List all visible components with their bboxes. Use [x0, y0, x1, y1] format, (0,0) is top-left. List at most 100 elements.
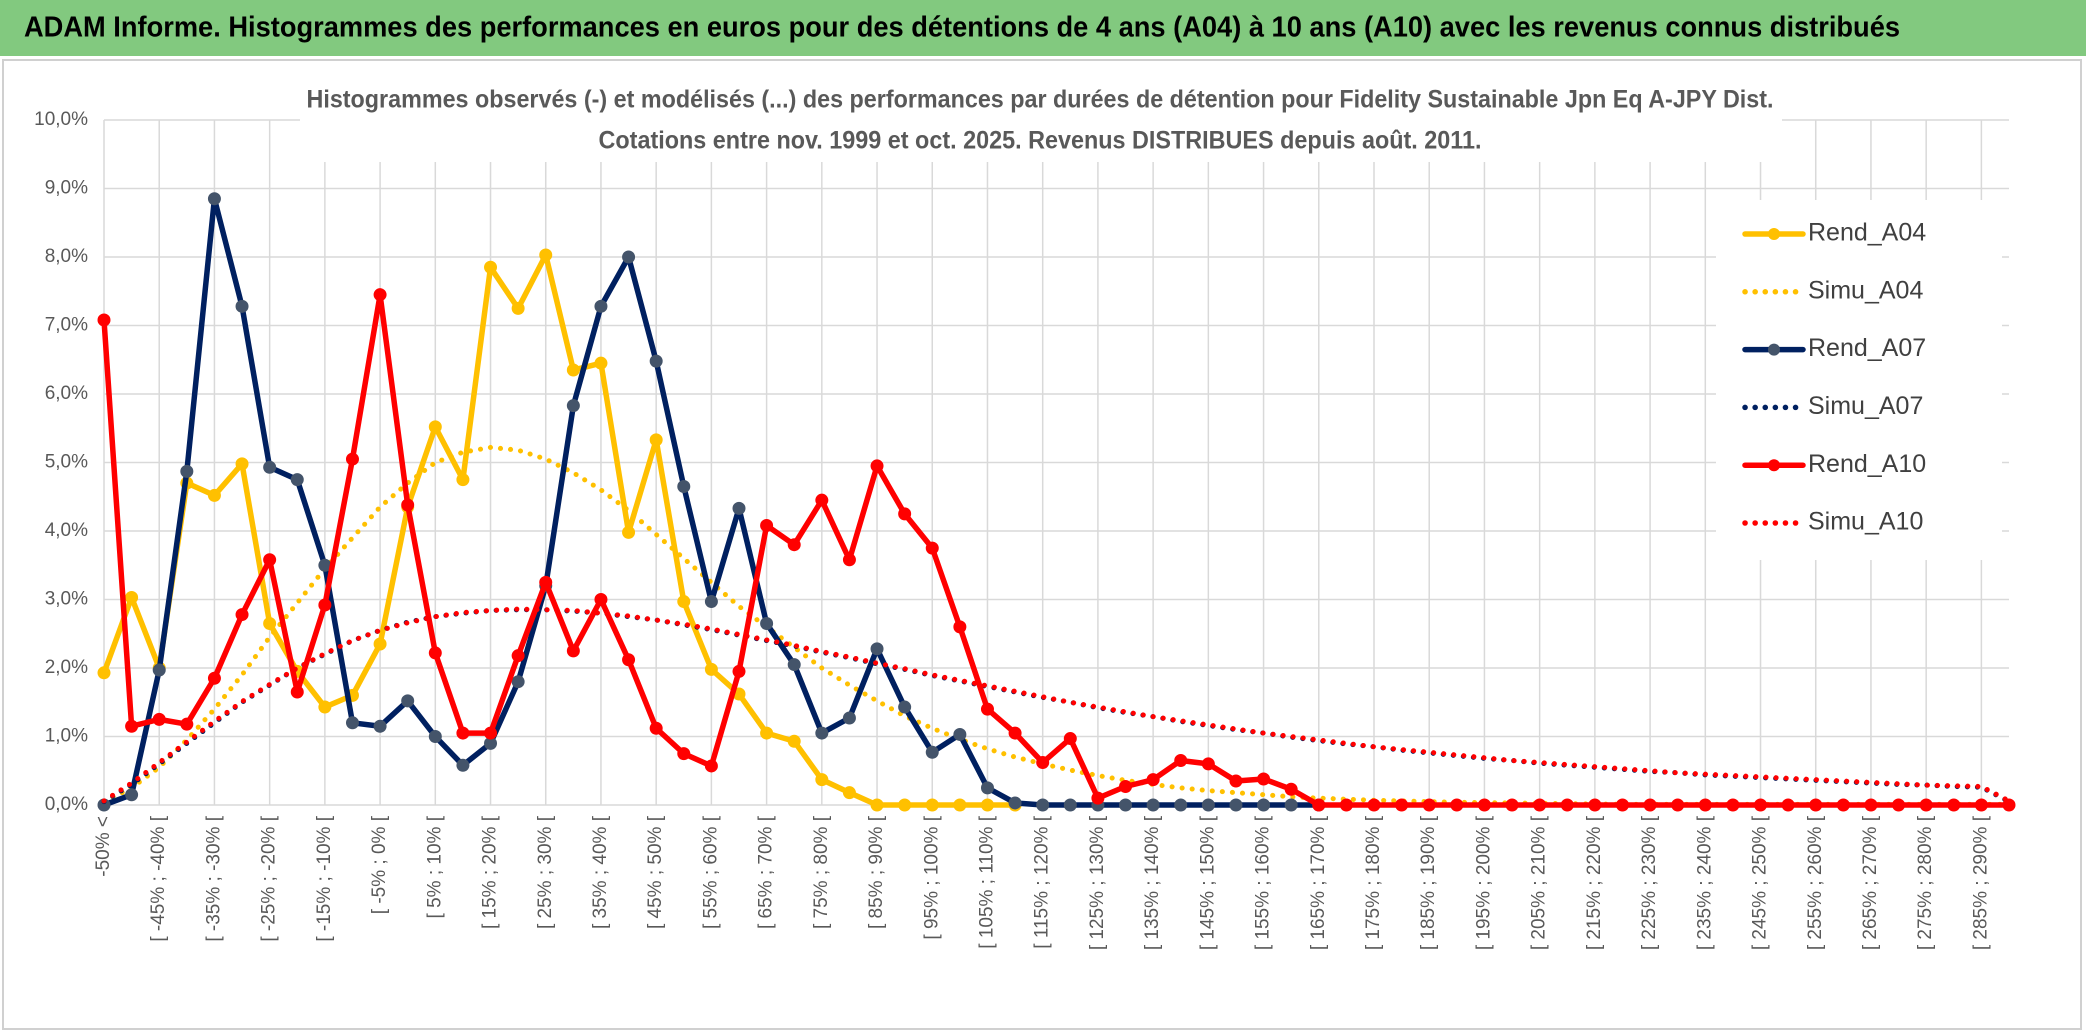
x-tick-label: [ 285% ; 290% [ [1970, 815, 1991, 950]
y-tick-label: 2,0% [45, 657, 88, 678]
data-point [235, 299, 249, 313]
data-point [1284, 782, 1298, 796]
x-tick-label: [ 175% ; 180% [ [1363, 815, 1384, 950]
data-point [1864, 798, 1878, 812]
data-point [760, 616, 774, 630]
data-point [787, 658, 801, 672]
data-point [484, 260, 498, 274]
data-point [704, 759, 718, 773]
data-point [290, 473, 304, 487]
series-line [101, 291, 2012, 808]
x-tick-label: [ 85% ; 90% [ [866, 815, 887, 929]
data-point [870, 642, 884, 656]
data-point [1339, 798, 1353, 812]
data-point [815, 773, 829, 787]
data-point [152, 712, 166, 726]
data-point [760, 726, 774, 740]
data-point [1781, 798, 1795, 812]
x-tick-label: [ -5% ; 0% [ [369, 815, 390, 914]
data-point [125, 788, 139, 802]
y-tick-label: 1,0% [45, 726, 88, 747]
data-point [484, 726, 498, 740]
header-title: ADAM Informe. Histogrammes des performan… [24, 12, 1900, 44]
data-point [980, 798, 994, 812]
data-point [125, 719, 139, 733]
data-point [925, 745, 939, 759]
data-point [456, 726, 470, 740]
data-point [1754, 798, 1768, 812]
data-point [898, 507, 912, 521]
data-point [649, 433, 663, 447]
x-tick-label: [ 265% ; 270% [ [1860, 815, 1881, 950]
data-point [345, 452, 359, 466]
y-tick-label: 6,0% [45, 383, 88, 404]
data-point [290, 685, 304, 699]
x-tick-label: [ 65% ; 70% [ [756, 815, 777, 929]
data-point [980, 702, 994, 716]
data-point [1119, 798, 1133, 812]
data-point [235, 457, 249, 471]
x-tick-label: [ 35% ; 40% [ [590, 815, 611, 929]
data-point [1450, 798, 1464, 812]
data-point [1367, 798, 1381, 812]
data-point [677, 747, 691, 761]
data-point [1588, 798, 1602, 812]
data-point [649, 721, 663, 735]
data-point [456, 473, 470, 487]
legend-label: Rend_A04 [1808, 219, 1926, 247]
x-tick-label: [ 195% ; 200% [ [1473, 815, 1494, 950]
data-point [318, 598, 332, 612]
data-point [318, 700, 332, 714]
data-point [704, 595, 718, 609]
x-tick-label: [ 235% ; 240% [ [1694, 815, 1715, 950]
x-tick-label: [ 205% ; 210% [ [1529, 815, 1550, 950]
x-tick-label: [ -45% ; -40% [ [148, 815, 169, 941]
data-point [622, 250, 636, 264]
data-point [373, 288, 387, 302]
data-point [1201, 798, 1215, 812]
data-point [511, 301, 525, 315]
data-point [1201, 757, 1215, 771]
y-tick-label: 4,0% [45, 520, 88, 541]
data-point [428, 420, 442, 434]
x-tick-label: [ 5% ; 10% [ [424, 815, 445, 918]
data-point [704, 662, 718, 676]
data-point [428, 730, 442, 743]
data-point [925, 798, 939, 812]
legend-label: Rend_A10 [1808, 450, 1926, 478]
data-point [263, 616, 277, 630]
x-tick-label: [ 95% ; 100% [ [921, 815, 942, 939]
data-point [1146, 773, 1160, 787]
data-point [898, 798, 912, 812]
y-tick-label: 0,0% [45, 794, 88, 815]
data-point [235, 608, 249, 622]
data-point [787, 734, 801, 748]
x-tick-label: [ 245% ; 250% [ [1750, 815, 1771, 950]
plot-area [97, 192, 2016, 812]
data-point [207, 192, 221, 206]
data-point [180, 464, 194, 478]
data-point [622, 653, 636, 667]
legend: Rend_A04 Simu_A04 Rend_A07 Simu_A07 Rend_A10… [1716, 200, 2002, 560]
data-point [566, 399, 580, 413]
legend-label: Simu_A10 [1808, 508, 1923, 536]
x-tick-label: [ 55% ; 60% [ [700, 815, 721, 929]
data-point [566, 363, 580, 377]
data-point [815, 726, 829, 740]
data-point [732, 501, 746, 515]
data-point [1146, 798, 1160, 812]
data-point [207, 671, 221, 685]
data-point [1312, 798, 1326, 812]
x-tick-label: [ 115% ; 120% [ [1032, 815, 1053, 948]
data-point [1008, 726, 1022, 740]
data-point [1257, 798, 1271, 812]
data-point [1036, 756, 1050, 770]
data-point [1063, 732, 1077, 746]
data-point [594, 593, 608, 606]
data-point [1229, 798, 1243, 812]
data-point [622, 525, 636, 539]
data-point [594, 299, 608, 313]
x-tick-label: [ 125% ; 130% [ [1087, 815, 1108, 950]
